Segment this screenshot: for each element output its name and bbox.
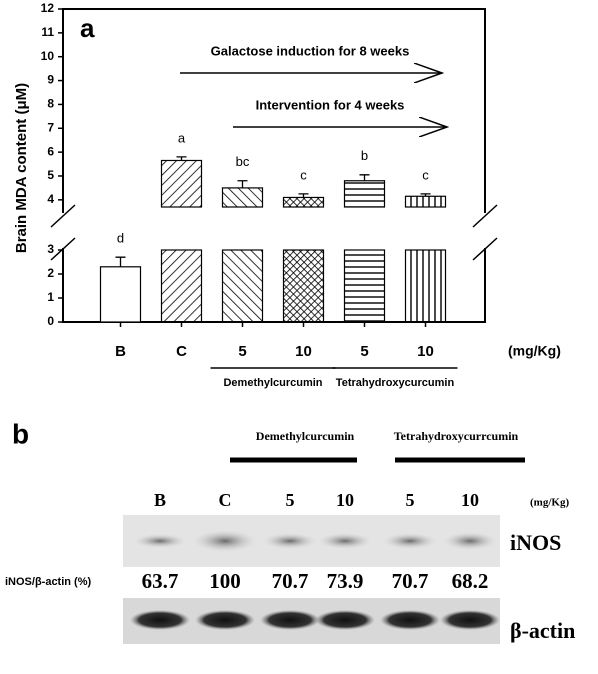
y-tick-label: 9 (47, 73, 54, 87)
ratio-value: 70.7 (392, 569, 429, 593)
error-bar (176, 156, 187, 161)
y-axis-title: Brain MDA content (μM) (13, 83, 30, 253)
bar (404, 195, 447, 208)
band (318, 533, 372, 549)
bar (99, 266, 142, 323)
group-label: Tetrahydroxycurcumin (336, 377, 455, 389)
panel-label: b (12, 418, 29, 449)
y-tick-label: 4 (47, 192, 54, 206)
unit-label: (mg/Kg) (508, 343, 561, 359)
row-label: iNOS (510, 530, 561, 555)
y-tick-label: 3 (47, 242, 54, 256)
bar (221, 249, 264, 323)
error-bar (420, 193, 431, 197)
x-tick-label: 5 (360, 343, 368, 360)
band (263, 533, 317, 549)
x-tick-label: 5 (238, 343, 246, 360)
band (193, 530, 257, 552)
band (130, 610, 190, 630)
row-label: β-actin (510, 618, 575, 643)
annotation: Galactose induction for 8 weeks (211, 43, 410, 58)
bar (160, 249, 203, 323)
lane-label: 5 (286, 490, 295, 510)
lane-label: 10 (461, 490, 479, 510)
y-tick-label: 0 (47, 314, 54, 328)
bar (343, 249, 386, 323)
bar (404, 249, 447, 323)
band (195, 610, 255, 630)
annotation: Intervention for 4 weeks (256, 97, 405, 112)
error-bar (237, 180, 248, 188)
error-bar (115, 256, 126, 267)
significance-letter: c (300, 167, 307, 182)
axis-break (472, 204, 498, 228)
y-tick-label: 10 (41, 49, 55, 63)
axis-break (50, 204, 76, 228)
significance-letter: c (422, 167, 429, 182)
band (315, 610, 375, 630)
ratio-value: 68.2 (452, 569, 489, 593)
band (380, 610, 440, 630)
y-tick-label: 8 (47, 97, 54, 111)
y-tick-label: 5 (47, 168, 54, 182)
lane-label: C (219, 490, 232, 510)
axis-frame (62, 8, 486, 213)
x-tick-label: B (115, 343, 126, 360)
y-tick-label: 6 (47, 144, 54, 158)
band (134, 534, 186, 548)
band (383, 533, 437, 549)
ratio-value: 100 (209, 569, 241, 593)
unit-label: (mg/Kg) (530, 497, 569, 509)
significance-letter: a (178, 130, 186, 145)
bar (160, 159, 203, 208)
band (260, 610, 320, 630)
y-tick-label: 11 (41, 25, 54, 39)
significance-letter: b (361, 148, 368, 163)
group-label: Demethylcurcumin (223, 377, 322, 389)
error-bar (298, 193, 309, 198)
ratio-label: iNOS/β-actin (%) (5, 576, 92, 588)
axis-break (472, 237, 498, 261)
bar (282, 196, 325, 208)
lane-label: 5 (406, 490, 415, 510)
x-tick-label: 10 (417, 343, 434, 360)
error-bar (359, 174, 370, 181)
significance-letter: bc (236, 154, 250, 169)
significance-letter: d (117, 231, 124, 246)
bar (343, 180, 386, 208)
axis-break (50, 237, 76, 261)
lane-label: B (154, 490, 166, 510)
y-tick-label: 1 (47, 290, 54, 304)
group-label: Tetrahydroxycurrcumin (394, 429, 519, 443)
y-tick-label: 2 (47, 266, 54, 280)
panel-label: a (80, 13, 95, 43)
ratio-value: 63.7 (142, 569, 179, 593)
y-tick-label: 7 (47, 120, 54, 134)
bar (282, 249, 325, 323)
bar (221, 187, 264, 208)
ratio-value: 70.7 (272, 569, 309, 593)
x-tick-label: 10 (295, 343, 312, 360)
axis-frame (62, 248, 486, 323)
x-tick-label: C (176, 343, 187, 360)
y-tick-label: 12 (41, 1, 55, 15)
ratio-value: 73.9 (327, 569, 364, 593)
lane-label: 10 (336, 490, 354, 510)
band (443, 532, 497, 550)
group-label: Demethylcurcumin (256, 429, 355, 443)
band (440, 610, 500, 630)
